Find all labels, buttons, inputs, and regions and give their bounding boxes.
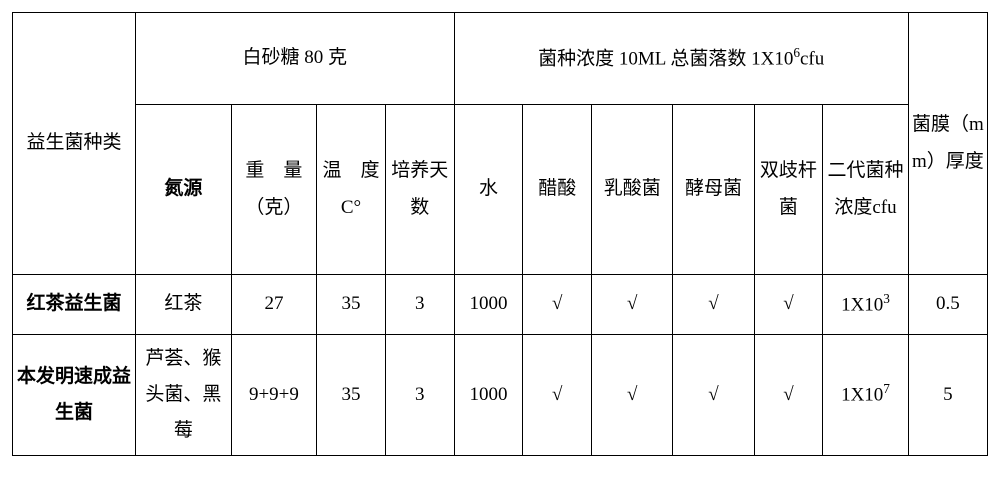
cell-temp: 35	[317, 335, 386, 456]
header-culture-group: 菌种浓度 10ML 总菌落数 1X106cfu	[454, 13, 908, 105]
probiotic-table: 益生菌种类 白砂糖 80 克 菌种浓度 10ML 总菌落数 1X106cfu 菌…	[12, 12, 988, 456]
cell-yeast: √	[673, 335, 754, 456]
cell-bifido: √	[754, 335, 823, 456]
header-lactic: 乳酸菌	[592, 105, 673, 275]
header-acetic: 醋酸	[523, 105, 592, 275]
cell-nitrogen: 芦荟、猴头菌、黑莓	[135, 335, 231, 456]
header-water: 水	[454, 105, 523, 275]
header-category: 益生菌种类	[13, 13, 136, 275]
header-temp: 温 度 C°	[317, 105, 386, 275]
header-days: 培养天数	[385, 105, 454, 275]
header-row-2: 氮源 重 量（克） 温 度 C° 培养天数 水 醋酸 乳酸菌 酵母菌 双歧杆菌 …	[13, 105, 988, 275]
header-yeast: 酵母菌	[673, 105, 754, 275]
cell-days: 3	[385, 335, 454, 456]
header-nitrogen: 氮源	[135, 105, 231, 275]
cell-temp: 35	[317, 275, 386, 335]
cell-water: 1000	[454, 275, 523, 335]
table-row: 红茶益生菌 红茶 27 35 3 1000 √ √ √ √ 1X103 0.5	[13, 275, 988, 335]
header-weight: 重 量（克）	[231, 105, 316, 275]
cell-bifido: √	[754, 275, 823, 335]
cell-film: 5	[908, 335, 987, 456]
cell-acetic: √	[523, 335, 592, 456]
cell-weight: 27	[231, 275, 316, 335]
cell-gen2: 1X107	[823, 335, 908, 456]
header-row-1: 益生菌种类 白砂糖 80 克 菌种浓度 10ML 总菌落数 1X106cfu 菌…	[13, 13, 988, 105]
header-sugar-group: 白砂糖 80 克	[135, 13, 454, 105]
cell-film: 0.5	[908, 275, 987, 335]
cell-water: 1000	[454, 335, 523, 456]
cell-days: 3	[385, 275, 454, 335]
cell-weight: 9+9+9	[231, 335, 316, 456]
cell-lactic: √	[592, 275, 673, 335]
header-film: 菌膜（mm）厚度	[908, 13, 987, 275]
header-bifido: 双歧杆菌	[754, 105, 823, 275]
cell-name: 本发明速成益生菌	[13, 335, 136, 456]
cell-gen2: 1X103	[823, 275, 908, 335]
cell-lactic: √	[592, 335, 673, 456]
cell-nitrogen: 红茶	[135, 275, 231, 335]
table-row: 本发明速成益生菌 芦荟、猴头菌、黑莓 9+9+9 35 3 1000 √ √ √…	[13, 335, 988, 456]
cell-name: 红茶益生菌	[13, 275, 136, 335]
header-gen2: 二代菌种浓度cfu	[823, 105, 908, 275]
cell-yeast: √	[673, 275, 754, 335]
cell-acetic: √	[523, 275, 592, 335]
